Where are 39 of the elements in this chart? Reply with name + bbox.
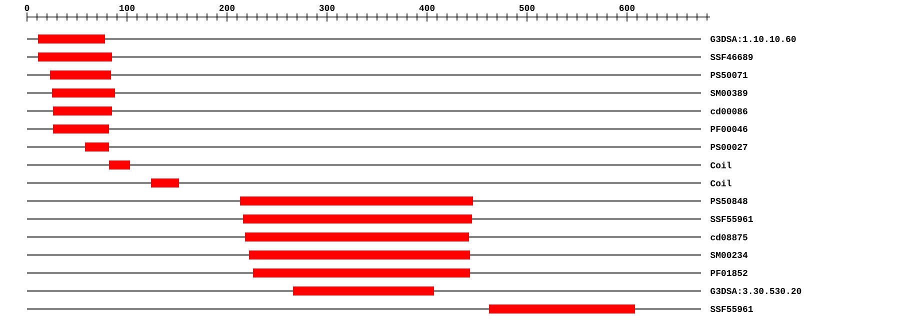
y-tick-label: SSF55961 xyxy=(710,306,753,312)
x-tick-label: 600 xyxy=(619,4,635,11)
y-tick-label: SM00389 xyxy=(710,90,748,96)
bar xyxy=(240,196,474,206)
y-tick-label: G3DSA:3.30.530.20 xyxy=(710,288,802,294)
x-tick-label: 500 xyxy=(519,4,535,11)
y-tick-label: SSF46689 xyxy=(710,54,753,60)
x-tick-label: 100 xyxy=(120,4,135,11)
y-tick-label: Coil xyxy=(710,162,732,168)
x-tick-label: 300 xyxy=(319,4,335,11)
y-tick-label: Coil xyxy=(710,180,732,186)
y-tick-label: PS50848 xyxy=(710,198,748,204)
x-tick-label: 0 xyxy=(24,4,30,11)
y-tick-label: cd00086 xyxy=(710,108,748,114)
x-tick-label: 400 xyxy=(419,4,435,11)
bar xyxy=(50,70,112,80)
bar xyxy=(53,106,112,116)
bar xyxy=(243,214,472,224)
bar xyxy=(253,268,470,278)
bar xyxy=(109,160,130,170)
y-tick-label: PS00027 xyxy=(710,144,748,150)
bar xyxy=(489,304,636,314)
y-tick-label: G3DSA:1.10.10.60 xyxy=(710,36,796,42)
bar xyxy=(249,250,470,260)
y-tick-label: SM00234 xyxy=(710,252,748,258)
bar xyxy=(38,52,112,62)
y-tick-label: PS50071 xyxy=(710,72,748,78)
bar xyxy=(293,286,434,296)
bar xyxy=(38,34,106,44)
y-tick-label: PF00046 xyxy=(710,126,748,132)
x-tick-label: 200 xyxy=(219,4,235,11)
y-tick-label: SSF55961 xyxy=(710,216,753,222)
y-tick-label: cd08875 xyxy=(710,234,748,240)
bar xyxy=(53,124,110,134)
y-tick-label: PF01852 xyxy=(710,270,748,276)
bar xyxy=(85,142,110,152)
bar xyxy=(151,178,180,188)
bar xyxy=(52,88,116,98)
bar xyxy=(245,232,470,242)
